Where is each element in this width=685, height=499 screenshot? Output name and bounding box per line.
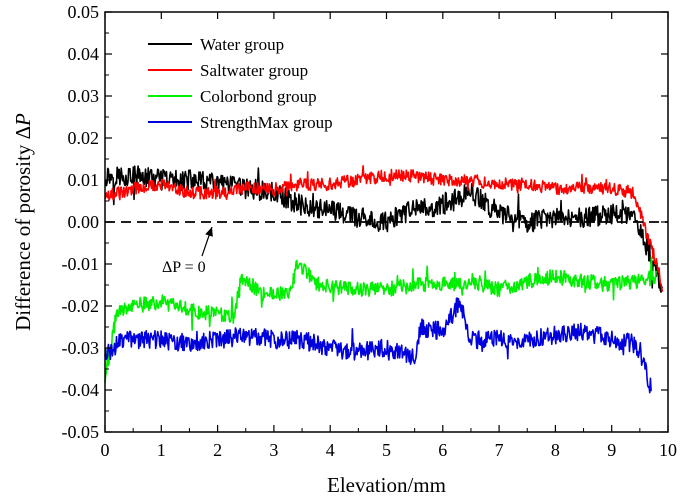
y-tick-label: -0.04	[62, 380, 100, 400]
plot-content	[104, 164, 668, 394]
y-tick-label: -0.03	[62, 338, 100, 358]
y-tick-label: 0.01	[68, 170, 100, 190]
y-axis-title: Difference of porosity ΔP	[11, 113, 35, 331]
series-line-colorbond-group	[104, 256, 657, 384]
legend-label: Colorbond group	[200, 87, 317, 106]
y-tick-label: -0.05	[62, 422, 100, 442]
y-tick-label: -0.01	[62, 254, 100, 274]
y-tick-label: -0.02	[62, 296, 100, 316]
series-line-strengthmax-group	[104, 297, 652, 394]
y-tick-label: 0.00	[68, 212, 100, 232]
y-tick-label: 0.03	[68, 86, 100, 106]
x-tick-label: 5	[382, 440, 391, 460]
x-tick-label: 3	[269, 440, 278, 460]
axis-ticks: 0 1 2 3 4 5 6 7 8 9 10 -0.05 -0.04 -0.03 -0.02 -0.01 0.0…	[62, 2, 678, 460]
series-line-water-group	[104, 165, 664, 293]
legend-label: Saltwater group	[200, 61, 308, 80]
y-axis-title-main: Difference of porosity Δ	[11, 126, 35, 331]
series-line-saltwater-group	[104, 164, 664, 292]
y-tick-label: 0.05	[68, 2, 100, 22]
x-tick-label: 9	[607, 440, 616, 460]
x-tick-label: 4	[326, 440, 335, 460]
legend-label: Water group	[200, 35, 284, 54]
x-tick-label: 10	[659, 440, 677, 460]
x-tick-label: 6	[438, 440, 447, 460]
reference-line-annotation: ΔP = 0	[162, 259, 206, 276]
x-tick-label: 1	[157, 440, 166, 460]
legend-label: StrengthMax group	[200, 113, 333, 132]
y-tick-label: 0.02	[68, 128, 100, 148]
x-tick-label: 7	[495, 440, 504, 460]
x-tick-label: 2	[213, 440, 222, 460]
y-axis-title-var: P	[11, 113, 35, 127]
y-tick-label: 0.04	[68, 44, 100, 64]
x-axis-title: Elevation/mm	[327, 473, 446, 497]
legend: Water group Saltwater group Colorbond grou…	[148, 35, 333, 132]
x-tick-label: 0	[101, 440, 110, 460]
annotation-arrow-head	[205, 227, 213, 237]
x-tick-label: 8	[551, 440, 560, 460]
